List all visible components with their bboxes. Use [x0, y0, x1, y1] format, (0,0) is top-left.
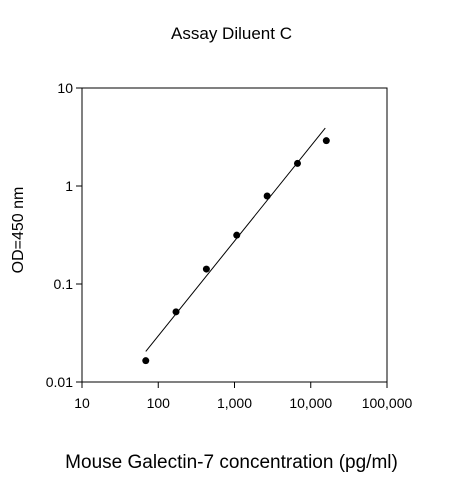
y-axis-label: OD=450 nm	[10, 186, 27, 274]
chart-plot: 10 100 1,000 10,000 100,000 10 1 0.1 0.01	[46, 80, 413, 411]
data-point	[322, 137, 330, 145]
y-tick-label: 1	[65, 178, 73, 194]
x-axis: 10 100 1,000 10,000 100,000	[74, 382, 413, 411]
chart-title: Assay Diluent C	[171, 24, 292, 43]
data-point	[142, 357, 150, 365]
y-axis: 10 1 0.1 0.01	[46, 80, 82, 390]
x-tick-label: 100,000	[362, 395, 413, 411]
x-tick-label: 1,000	[217, 395, 252, 411]
data-point	[263, 192, 271, 200]
x-tick-label: 10	[74, 395, 90, 411]
data-point	[293, 159, 301, 167]
y-tick-label: 0.01	[46, 374, 73, 390]
y-tick-label: 10	[57, 80, 73, 96]
x-axis-label: Mouse Galectin-7 concentration (pg/ml)	[65, 452, 398, 473]
y-tick-label: 0.1	[54, 276, 74, 292]
x-tick-label: 100	[147, 395, 171, 411]
data-points	[142, 137, 330, 365]
data-point	[202, 265, 210, 273]
data-point	[233, 231, 241, 239]
data-point	[172, 308, 180, 316]
x-tick-label: 10,000	[289, 395, 332, 411]
